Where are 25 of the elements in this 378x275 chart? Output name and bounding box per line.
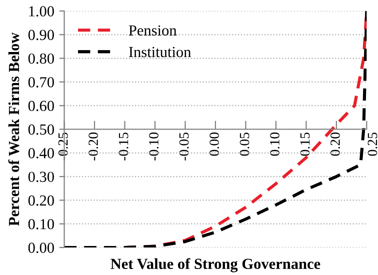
y-tick-label: 0.30 [28, 172, 54, 182]
x-tick-label: -0.05 [179, 132, 189, 160]
x-tick-label: 0.05 [240, 132, 250, 156]
y-tick-label: 0.60 [28, 100, 54, 112]
y-axis-title: Percent of Weak Firms Below [8, 32, 20, 226]
y-tick-label: 0.50 [28, 124, 54, 135]
y-tick-label: 0.40 [28, 148, 54, 158]
x-tick-label: 0.15 [300, 132, 310, 156]
x-tick-label: -0.10 [149, 132, 159, 160]
y-tick-label: 0.90 [28, 30, 54, 40]
x-tick-label: -0.15 [118, 132, 128, 160]
y-tick-label: 1.00 [29, 6, 54, 17]
x-tick-label: 0.00 [210, 132, 219, 156]
x-tick-label: 0.10 [270, 132, 280, 156]
x-tick-label: -0.20 [88, 132, 98, 160]
x-tick-label: 0.25 [368, 132, 378, 156]
x-axis-title: Net Value of Strong Governance [110, 258, 320, 272]
y-tick-label: 0.00 [28, 242, 54, 254]
legend-label: Pension [128, 25, 177, 36]
y-tick-label: 0.70 [28, 77, 54, 88]
y-tick-label: 0.20 [28, 195, 54, 206]
legend-label: Institution [128, 46, 192, 58]
x-tick-label: 0.20 [330, 132, 340, 156]
y-tick-label: 0.80 [28, 53, 54, 64]
y-tick-label: 0.10 [28, 218, 54, 230]
